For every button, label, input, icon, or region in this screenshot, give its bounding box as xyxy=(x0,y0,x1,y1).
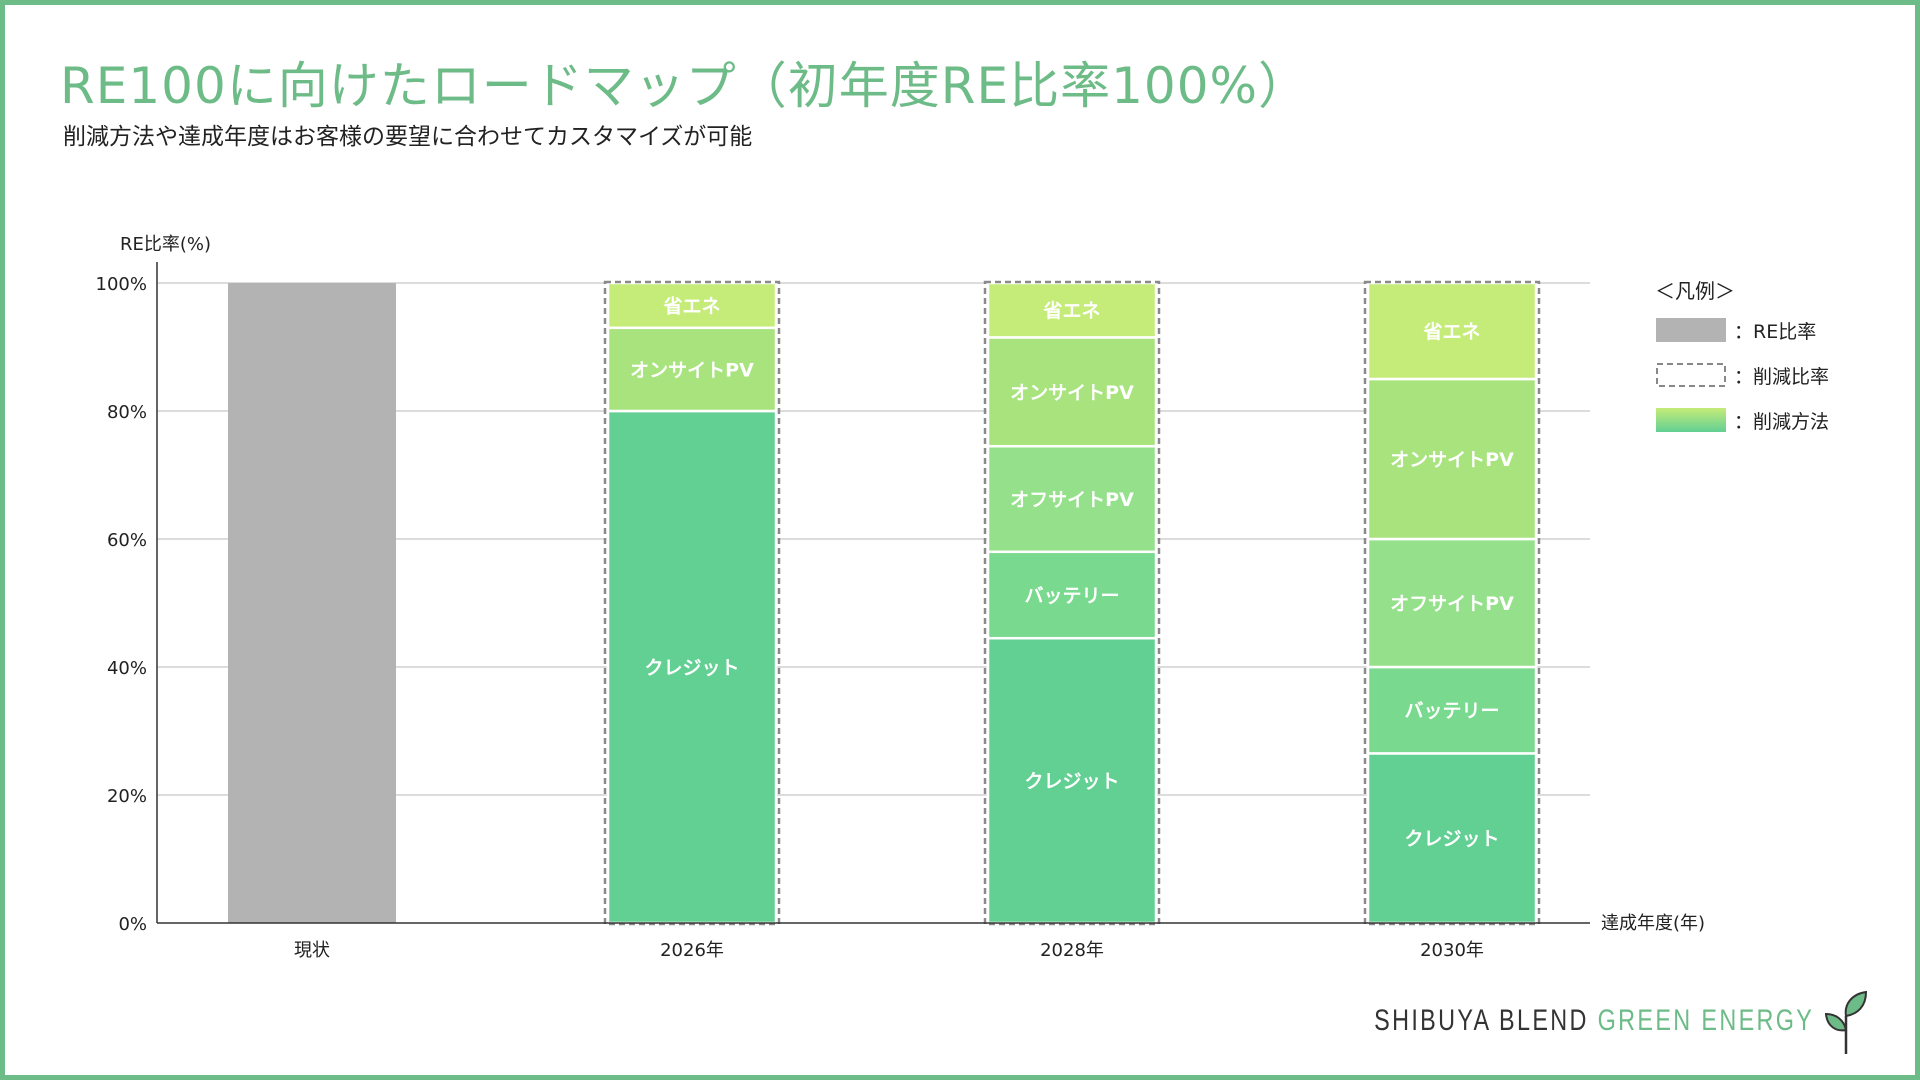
legend-title: ＜凡例＞ xyxy=(1655,279,1735,303)
segment-label: クレジット xyxy=(1024,771,1119,793)
logo-text-part2: GREEN ENERGY xyxy=(1597,1004,1814,1037)
bar-segment xyxy=(1366,377,1538,541)
legend-swatch-gradient xyxy=(1656,408,1726,432)
logo-text: SHIBUYA BLEND GREEN ENERGY xyxy=(1374,1004,1814,1038)
y-tick-label: 60% xyxy=(107,530,147,551)
y-tick-label: 40% xyxy=(107,658,147,679)
slide-subtitle: 削減方法や達成年度はお客様の要望に合わせてカスタマイズが可能 xyxy=(63,124,753,150)
x-tick-label: 現状 xyxy=(294,940,330,961)
segment-label: オフサイトPV xyxy=(1010,489,1134,511)
segment-label: 省エネ xyxy=(1042,300,1100,322)
segment-label: バッテリー xyxy=(1024,585,1119,607)
legend-swatch-dashed xyxy=(1656,363,1726,387)
x-tick-label: 2030年 xyxy=(1420,940,1484,961)
company-logo: SHIBUYA BLEND GREEN ENERGY xyxy=(1250,986,1868,1056)
bar-segment xyxy=(986,444,1158,554)
bar-segment xyxy=(986,281,1158,339)
segment-label: 省エネ xyxy=(662,295,720,317)
segment-label: クレジット xyxy=(1404,828,1499,850)
legend-label-reduction-ratio: ：削減比率 xyxy=(1734,366,1829,388)
segment-label: オンサイトPV xyxy=(1390,449,1514,471)
slide-title: RE100に向けたロードマップ（初年度RE比率100%） xyxy=(60,57,1310,115)
legend-label-reduction-method: ：削減方法 xyxy=(1734,411,1829,433)
segment-label: オフサイトPV xyxy=(1390,593,1514,615)
segment-label: オンサイトPV xyxy=(630,359,754,381)
segment-label: オンサイトPV xyxy=(1010,382,1134,404)
bar-segment xyxy=(1366,752,1538,925)
y-tick-label: 0% xyxy=(118,914,147,935)
y-tick-label: 100% xyxy=(96,274,147,295)
bars: 現状クレジットオンサイトPV省エネ2026年クレジットバッテリーオフサイトPVオ… xyxy=(228,280,1541,961)
bar-segment xyxy=(1366,281,1538,381)
bar-segment xyxy=(606,281,778,330)
y-axis-label: RE比率(%) xyxy=(120,234,211,255)
sprout-icon xyxy=(1824,990,1868,1054)
bar-segment xyxy=(986,636,1158,925)
bar-current-re xyxy=(228,283,396,923)
segment-label: クレジット xyxy=(644,657,739,679)
segment-label: バッテリー xyxy=(1404,700,1499,722)
x-tick-label: 2028年 xyxy=(1040,940,1104,961)
segment-label: 省エネ xyxy=(1422,321,1480,343)
reduction-ratio-outline xyxy=(603,280,781,926)
legend: ＜凡例＞ ：RE比率 ：削減比率 ：削減方法 xyxy=(1655,279,1829,433)
gridlines: 0% 20% 40% 60% 80% 100% xyxy=(96,274,1590,935)
legend-swatch-gray xyxy=(1656,318,1726,342)
x-axis-label: 達成年度(年) xyxy=(1601,913,1705,934)
bar-segment xyxy=(1366,537,1538,669)
logo-text-part1: SHIBUYA BLEND xyxy=(1373,1004,1598,1037)
legend-label-re: ：RE比率 xyxy=(1734,321,1816,343)
bar-segment xyxy=(1366,665,1538,755)
x-tick-label: 2026年 xyxy=(660,940,724,961)
axes: RE比率(%) 達成年度(年) xyxy=(120,234,1705,934)
bar-segment xyxy=(986,336,1158,448)
reduction-ratio-outline xyxy=(983,280,1161,926)
y-tick-label: 20% xyxy=(107,786,147,807)
reduction-ratio-outline xyxy=(1363,280,1541,926)
y-tick-label: 80% xyxy=(107,402,147,423)
